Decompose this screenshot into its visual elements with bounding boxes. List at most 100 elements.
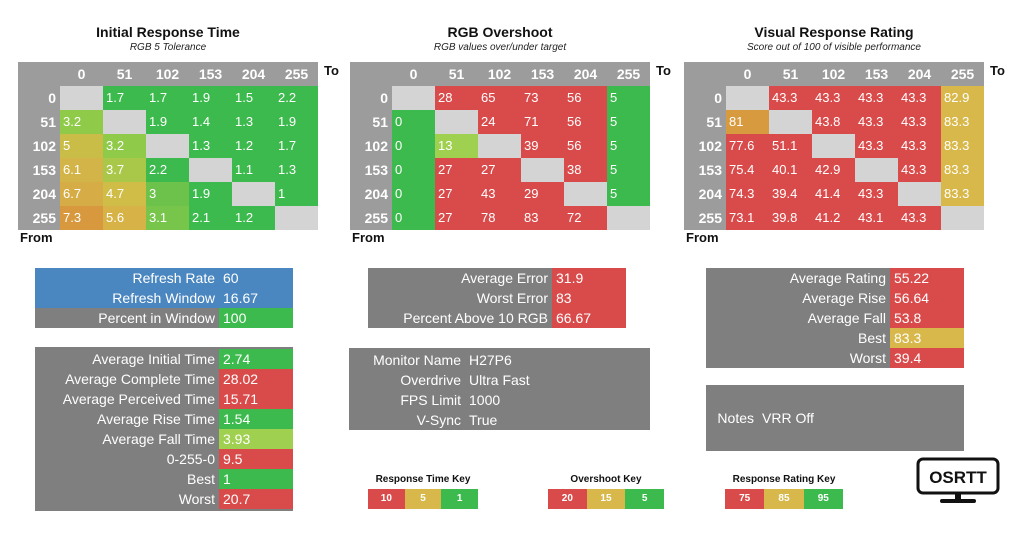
chart-subtitle: RGB 5 Tolerance <box>129 42 207 53</box>
heatmap-cell: 83.3 <box>941 182 984 206</box>
heatmap-cell: 1.4 <box>189 110 232 134</box>
axis-label-to: To <box>656 63 671 78</box>
heatmap-cell-diagonal <box>189 158 232 182</box>
stat-row: Average Rise 56.64 <box>706 288 964 308</box>
stat-label: Average Fall Time <box>102 431 215 447</box>
heatmap-cell-diagonal <box>855 158 898 182</box>
heatmap-cell: 2.1 <box>189 206 232 230</box>
monitor-info-value: H27P6 <box>469 352 512 368</box>
heatmap-cell: 27 <box>478 158 521 182</box>
heatmap-row-header: 255 <box>18 206 60 230</box>
monitor-info-row: FPS Limit 1000 <box>349 390 650 410</box>
heatmap-row-header: 153 <box>350 158 392 182</box>
chart-title: RGB Overshoot <box>447 24 553 40</box>
heatmap-cell: 43.3 <box>855 182 898 206</box>
monitor-info-panel: Monitor Name H27P6 Overdrive Ultra Fast FPS … <box>349 348 650 430</box>
stat-label: Percent in Window <box>35 308 219 328</box>
stat-value: 9.5 <box>219 449 293 469</box>
heatmap-cell-diagonal <box>435 110 478 134</box>
key-title: Overshoot Key <box>570 474 642 485</box>
heatmap-cell: 2.2 <box>275 86 318 110</box>
heatmap-cell: 1.9 <box>146 110 189 134</box>
rating-stats-panel: Average Rating 55.22 Average Rise 56.64 Aver… <box>706 268 964 368</box>
heatmap-cell: 3.2 <box>103 134 146 158</box>
stat-row: Average Fall 53.8 <box>706 308 964 328</box>
axis-label-from: From <box>20 230 53 245</box>
heatmap-cell: 43.8 <box>812 110 855 134</box>
stat-label: Average Perceived Time <box>62 391 215 407</box>
key-swatch: 1 <box>441 489 478 509</box>
heatmap-cell: 83.3 <box>941 158 984 182</box>
stat-value: 39.4 <box>890 348 964 368</box>
key-swatch: 5 <box>625 489 664 509</box>
heatmap-column-header: 102 <box>812 62 855 86</box>
heatmap-corner <box>684 62 726 86</box>
stat-row: Best 1 <box>35 469 293 489</box>
stat-row: Best 83.3 <box>706 328 964 348</box>
stat-label: Worst <box>849 350 886 366</box>
refresh-info-panel: Refresh Rate 60 Refresh Window 16.67 Percent… <box>35 268 293 328</box>
stat-value: 31.9 <box>552 268 626 288</box>
stat-label: Average Rise Time <box>96 411 215 427</box>
heatmap-cell-diagonal <box>769 110 812 134</box>
heatmap-cell-diagonal <box>812 134 855 158</box>
heatmap-cell-diagonal <box>275 206 318 230</box>
heatmap-cell: 0 <box>392 158 435 182</box>
heatmap-row-header: 0 <box>684 86 726 110</box>
logo-text: OSRTT <box>929 468 987 487</box>
stat-value: 1 <box>219 469 293 489</box>
stat-value: 56.64 <box>890 288 964 308</box>
heatmap-cell: 1.2 <box>232 206 275 230</box>
notes-panel: Notes VRR Off <box>706 385 964 451</box>
monitor-icon: OSRTT <box>916 457 1000 503</box>
heatmap-column-header: 51 <box>435 62 478 86</box>
stat-label: Average Initial Time <box>92 351 215 367</box>
stat-row: Worst Error 83 <box>368 288 626 308</box>
stat-label: Average Error <box>461 270 548 286</box>
axis-label-from: From <box>686 230 719 245</box>
heatmap-cell: 75.4 <box>726 158 769 182</box>
key-title: Response Time Key <box>375 474 471 485</box>
heatmap-cell-diagonal <box>607 206 650 230</box>
heatmap-cell: 0 <box>392 206 435 230</box>
stat-row: Average Fall Time 3.93 <box>35 429 293 449</box>
stat-value: 20.7 <box>219 489 293 509</box>
heatmap-cell-diagonal <box>726 86 769 110</box>
stat-value: 53.8 <box>890 308 964 328</box>
heatmap-cell: 27 <box>435 158 478 182</box>
stat-value: 100 <box>219 308 293 328</box>
stat-value: 66.67 <box>552 308 626 328</box>
heatmap-cell: 0 <box>392 110 435 134</box>
heatmap-row-header: 51 <box>18 110 60 134</box>
monitor-info-label: Monitor Name <box>373 352 461 368</box>
heatmap-row-header: 153 <box>684 158 726 182</box>
axis-label-from: From <box>352 230 385 245</box>
heatmap-cell: 56 <box>564 110 607 134</box>
heatmap-column-header: 102 <box>478 62 521 86</box>
stat-value: 60 <box>219 268 293 288</box>
stat-label: Best <box>186 471 215 487</box>
monitor-info-value: True <box>469 412 498 428</box>
heatmap-cell: 3.2 <box>60 110 103 134</box>
heatmap-cell: 43.3 <box>855 134 898 158</box>
heatmap-cell: 72 <box>564 206 607 230</box>
stat-label: Refresh Window <box>35 288 219 308</box>
heatmap-corner <box>18 62 60 86</box>
heatmap-cell: 29 <box>521 182 564 206</box>
stat-row: Percent in Window 100 <box>35 308 293 328</box>
heatmap-column-header: 204 <box>898 62 941 86</box>
overshoot-stats-panel: Average Error 31.9 Worst Error 83 Percent Ab… <box>368 268 626 328</box>
heatmap-cell: 3.1 <box>146 206 189 230</box>
stat-label: Percent Above 10 RGB <box>403 310 548 326</box>
heatmap-cell: 43.3 <box>898 158 941 182</box>
heatmap-cell: 77.6 <box>726 134 769 158</box>
heatmap-cell: 27 <box>435 206 478 230</box>
monitor-info-value: 1000 <box>469 392 501 408</box>
stat-value: 16.67 <box>219 288 293 308</box>
osrtt-logo: OSRTT <box>916 457 1000 505</box>
stat-row: Average Perceived Time 15.71 <box>35 389 293 409</box>
heatmap-column-header: 0 <box>726 62 769 86</box>
heatmap-cell: 24 <box>478 110 521 134</box>
heatmap-cell: 6.1 <box>60 158 103 182</box>
heatmap-cell: 43.3 <box>898 206 941 230</box>
